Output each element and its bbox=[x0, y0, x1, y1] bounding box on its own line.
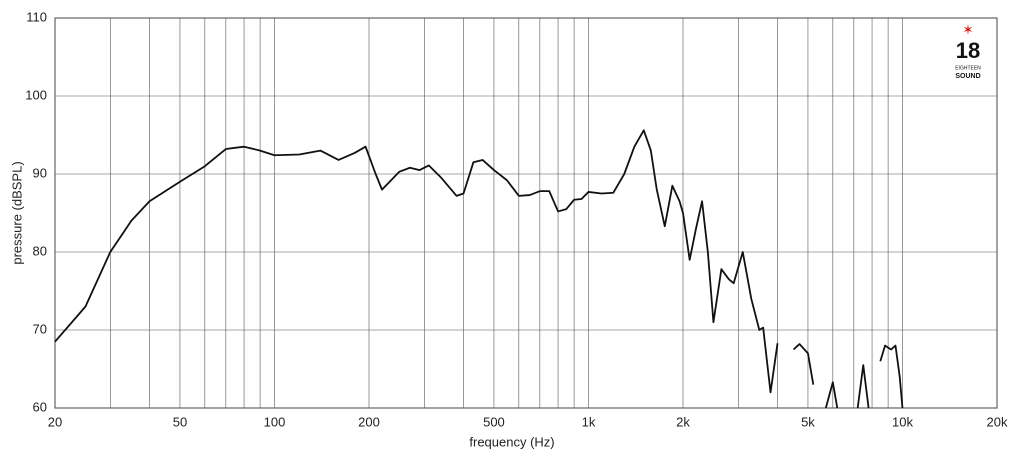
x-tick-label: 100 bbox=[264, 414, 286, 429]
logo: ✶ 18 EIGHTEEN SOUND bbox=[955, 22, 981, 80]
x-tick-label: 50 bbox=[173, 414, 187, 429]
logo-text: EIGHTEEN bbox=[955, 65, 981, 71]
x-axis-label: frequency (Hz) bbox=[469, 434, 554, 449]
logo-number: 18 bbox=[956, 38, 980, 63]
logo-star: ✶ bbox=[962, 22, 974, 38]
y-tick-label: 70 bbox=[33, 321, 47, 336]
x-tick-label: 20 bbox=[48, 414, 62, 429]
x-tick-label: 200 bbox=[358, 414, 380, 429]
y-tick-label: 100 bbox=[25, 87, 47, 102]
x-tick-label: 500 bbox=[483, 414, 505, 429]
x-tick-label: 20k bbox=[987, 414, 1008, 429]
response-curve bbox=[54, 129, 904, 409]
plot-frame bbox=[54, 17, 998, 409]
y-axis-label: pressure (dBSPL) bbox=[9, 161, 24, 264]
x-tick-label: 2k bbox=[676, 414, 690, 429]
y-tick-label: 90 bbox=[33, 165, 47, 180]
x-tick-label: 5k bbox=[801, 414, 815, 429]
x-tick-label: 1k bbox=[582, 414, 596, 429]
y-tick-label: 60 bbox=[33, 399, 47, 414]
y-tick-label: 110 bbox=[26, 9, 47, 24]
logo-text: SOUND bbox=[955, 73, 980, 80]
y-tick-label: 80 bbox=[33, 243, 47, 258]
x-tick-label: 10k bbox=[892, 414, 913, 429]
